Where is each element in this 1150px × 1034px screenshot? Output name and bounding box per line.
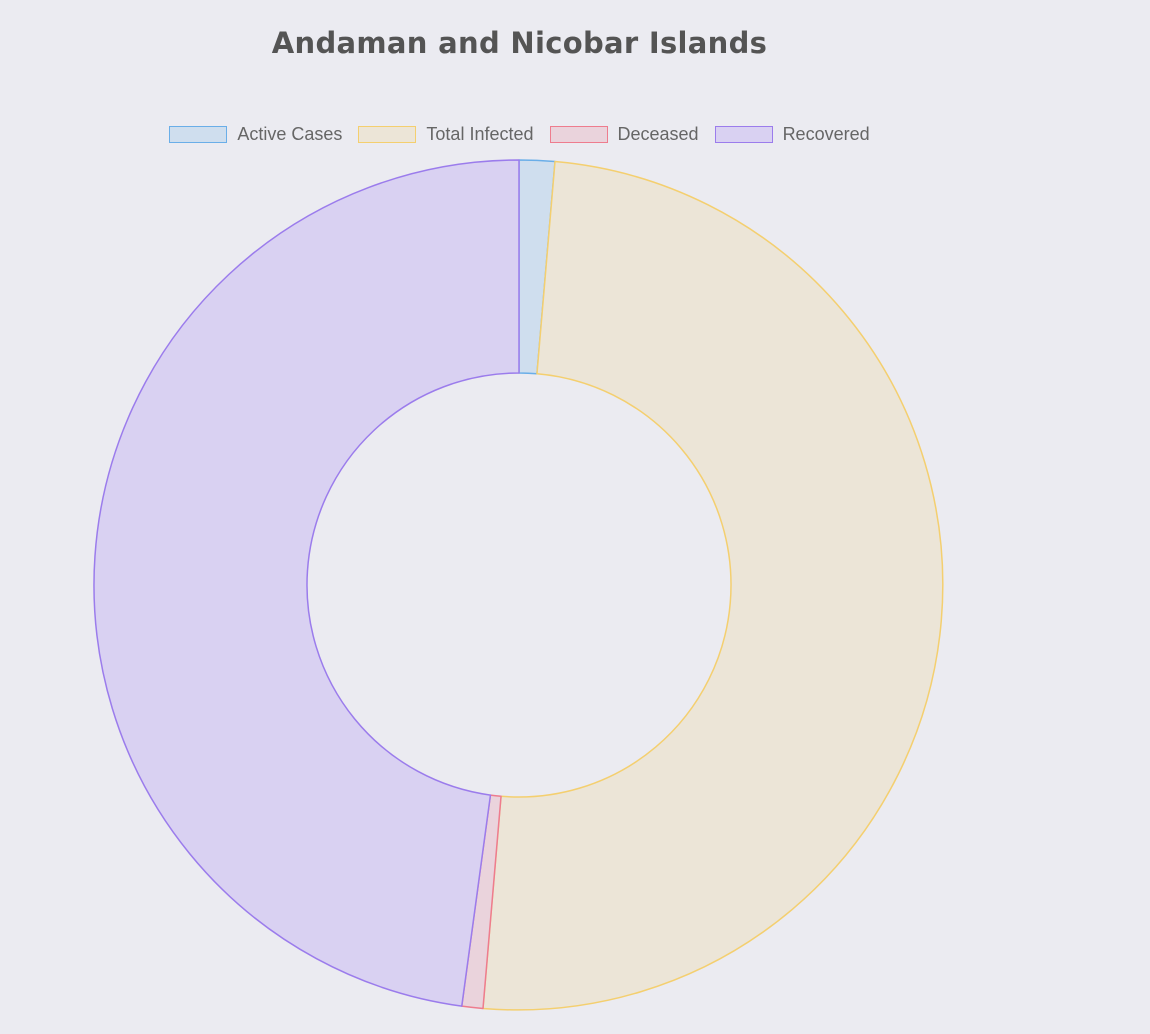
- legend-item-deceased[interactable]: Deceased: [549, 124, 699, 145]
- legend-item-active-cases[interactable]: Active Cases: [169, 124, 342, 145]
- legend-item-recovered[interactable]: Recovered: [714, 124, 870, 145]
- legend-label-active-cases: Active Cases: [237, 124, 343, 144]
- chart-title: Andaman and Nicobar Islands: [271, 26, 768, 60]
- legend-swatch-deceased: [549, 126, 608, 143]
- legend-item-total-infected[interactable]: Total Infected: [358, 124, 534, 145]
- legend-swatch-recovered: [714, 126, 773, 143]
- legend-label-total-infected: Total Infected: [426, 124, 534, 144]
- legend-swatch-total-infected: [358, 126, 417, 143]
- donut-slice-total-infected[interactable]: [482, 160, 944, 1011]
- donut-slice-recovered[interactable]: [93, 159, 520, 1007]
- legend-swatch-active-cases: [169, 126, 228, 143]
- legend-label-deceased: Deceased: [617, 124, 699, 144]
- chart-legend: Active Cases Total Infected Deceased Rec…: [0, 124, 1039, 145]
- legend-label-recovered: Recovered: [782, 124, 870, 144]
